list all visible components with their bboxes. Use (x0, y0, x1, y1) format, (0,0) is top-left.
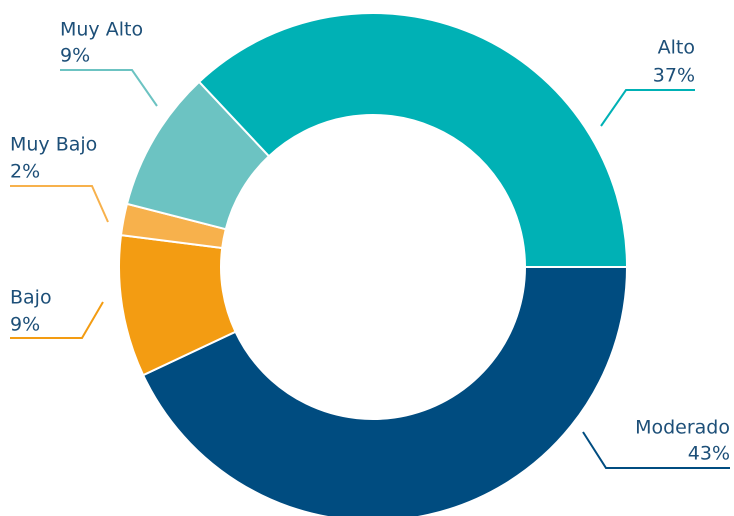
donut-segment (197, 12, 629, 268)
slice-value-label: 9% (60, 45, 90, 67)
slice-label: Alto (658, 37, 695, 59)
slice-label: Muy Bajo (10, 134, 97, 156)
donut-segment (141, 266, 629, 516)
leader-line (10, 301, 104, 339)
slice-label: Bajo (10, 287, 52, 309)
slice-label: Moderado (635, 417, 730, 439)
leader-line (600, 89, 695, 127)
slice-label: Muy Alto (60, 19, 143, 41)
slice-value-label: 9% (10, 314, 40, 336)
leader-line (10, 185, 109, 223)
slice-value-label: 2% (10, 161, 40, 183)
leader-line (582, 431, 730, 469)
slice-value-label: 37% (653, 65, 695, 87)
slice-value-label: 43% (688, 443, 730, 465)
leader-line (60, 69, 158, 107)
